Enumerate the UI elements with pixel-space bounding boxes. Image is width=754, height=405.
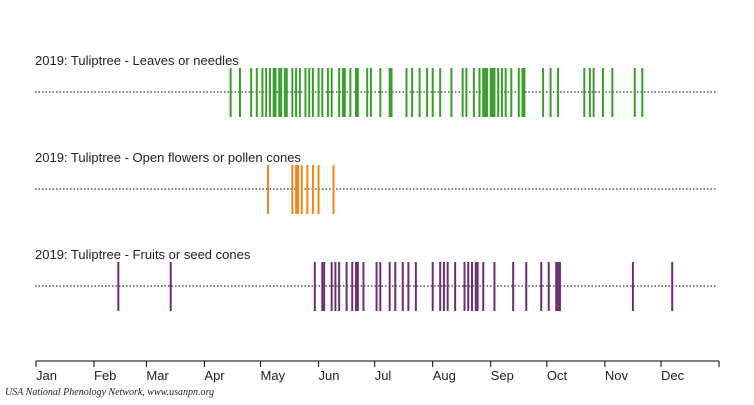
series-row: 2019: Tuliptree - Leaves or needles bbox=[35, 53, 717, 117]
month-label: Aug bbox=[433, 368, 456, 383]
series-title: 2019: Tuliptree - Leaves or needles bbox=[35, 53, 239, 68]
month-label: Jul bbox=[375, 368, 392, 383]
month-label: May bbox=[261, 368, 286, 383]
month-label: Jan bbox=[36, 368, 57, 383]
month-label: Apr bbox=[204, 368, 225, 383]
month-label: Feb bbox=[94, 368, 116, 383]
month-label: Oct bbox=[547, 368, 568, 383]
series-row: 2019: Tuliptree - Open flowers or pollen… bbox=[35, 150, 717, 214]
month-axis: Jan Feb Mar Apr May Jun Jul Aug Sep Oct Nov Dec bbox=[35, 360, 720, 383]
month-label: Dec bbox=[661, 368, 685, 383]
series-rows: 2019: Tuliptree - Leaves or needles 2019:… bbox=[35, 53, 717, 311]
month-label: Nov bbox=[605, 368, 629, 383]
series-title: 2019: Tuliptree - Fruits or seed cones bbox=[35, 247, 251, 262]
axis-ticks: Jan Feb Mar Apr May Jun Jul Aug Sep Oct Nov Dec bbox=[35, 361, 720, 383]
month-label: Mar bbox=[146, 368, 169, 383]
month-label: Jun bbox=[319, 368, 340, 383]
month-label: Sep bbox=[491, 368, 514, 383]
series-row: 2019: Tuliptree - Fruits or seed cones bbox=[35, 247, 717, 311]
series-title: 2019: Tuliptree - Open flowers or pollen… bbox=[35, 150, 301, 165]
credit-text: USA National Phenology Network, www.usan… bbox=[5, 387, 214, 398]
